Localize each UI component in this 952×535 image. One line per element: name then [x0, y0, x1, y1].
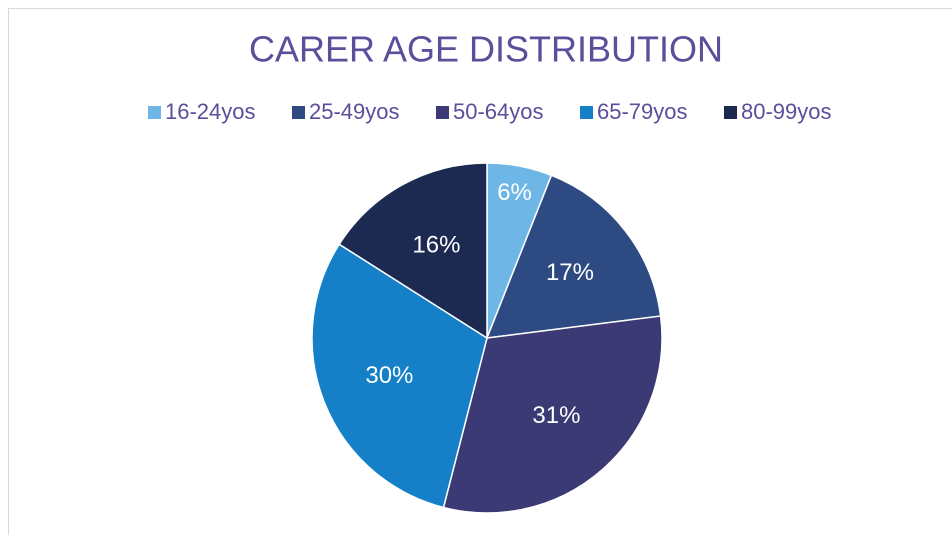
pie-slice	[338, 162, 488, 340]
legend-swatch	[148, 106, 161, 119]
legend-label: 25-49yos	[309, 99, 400, 124]
legend-label: 80-99yos	[741, 99, 832, 124]
data-label: 17%	[546, 259, 594, 286]
pie-slice	[311, 243, 488, 509]
legend-label: 50-64yos	[453, 99, 544, 124]
legend-swatch	[436, 106, 449, 119]
data-label: 6%	[497, 179, 532, 206]
pie-slice	[485, 174, 662, 339]
data-label: 31%	[532, 402, 580, 429]
legend-swatch	[292, 106, 305, 119]
chart-title: CARER AGE DISTRIBUTION	[249, 29, 723, 70]
pie-slice	[442, 315, 663, 514]
legend-label: 16-24yos	[165, 99, 256, 124]
data-label: 30%	[365, 362, 413, 389]
data-label: 16%	[412, 231, 460, 258]
legend-swatch	[580, 106, 593, 119]
legend-swatch	[724, 106, 737, 119]
legend-label: 65-79yos	[597, 99, 688, 124]
